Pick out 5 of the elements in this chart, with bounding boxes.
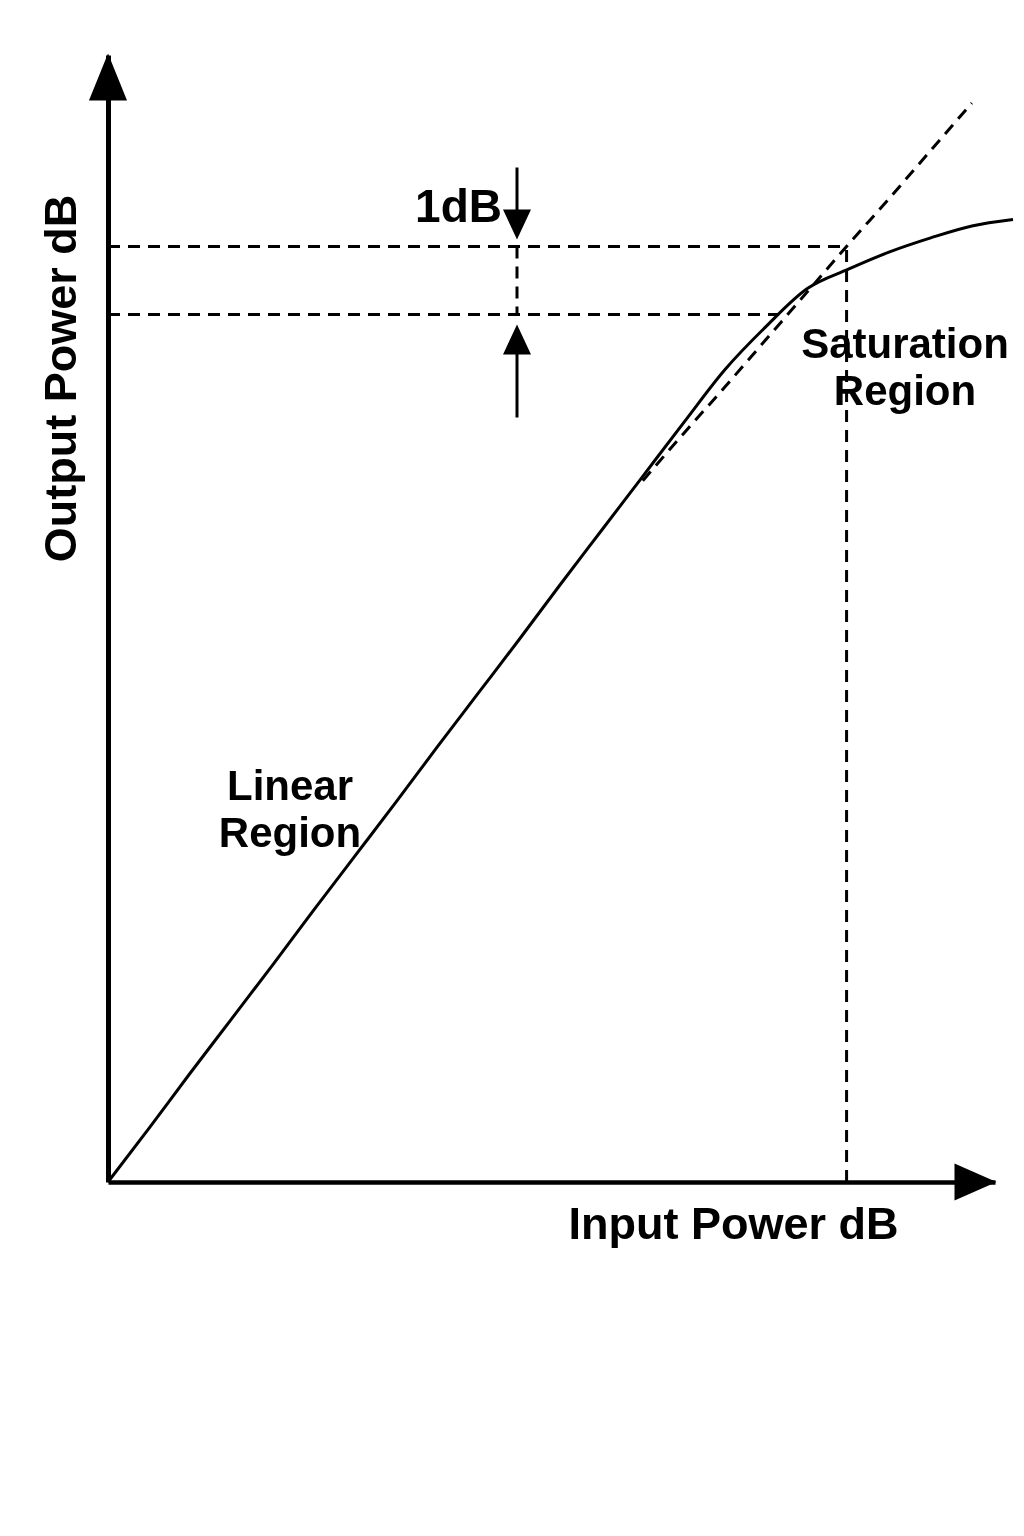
y-axis-title: Output Power dB bbox=[34, 194, 86, 563]
annotation: 1dB bbox=[415, 179, 502, 232]
annotation: Linear Region bbox=[218, 762, 362, 856]
x-axis-title: Input Power dB bbox=[568, 1197, 899, 1249]
annotation: Saturation Region bbox=[801, 320, 1009, 414]
